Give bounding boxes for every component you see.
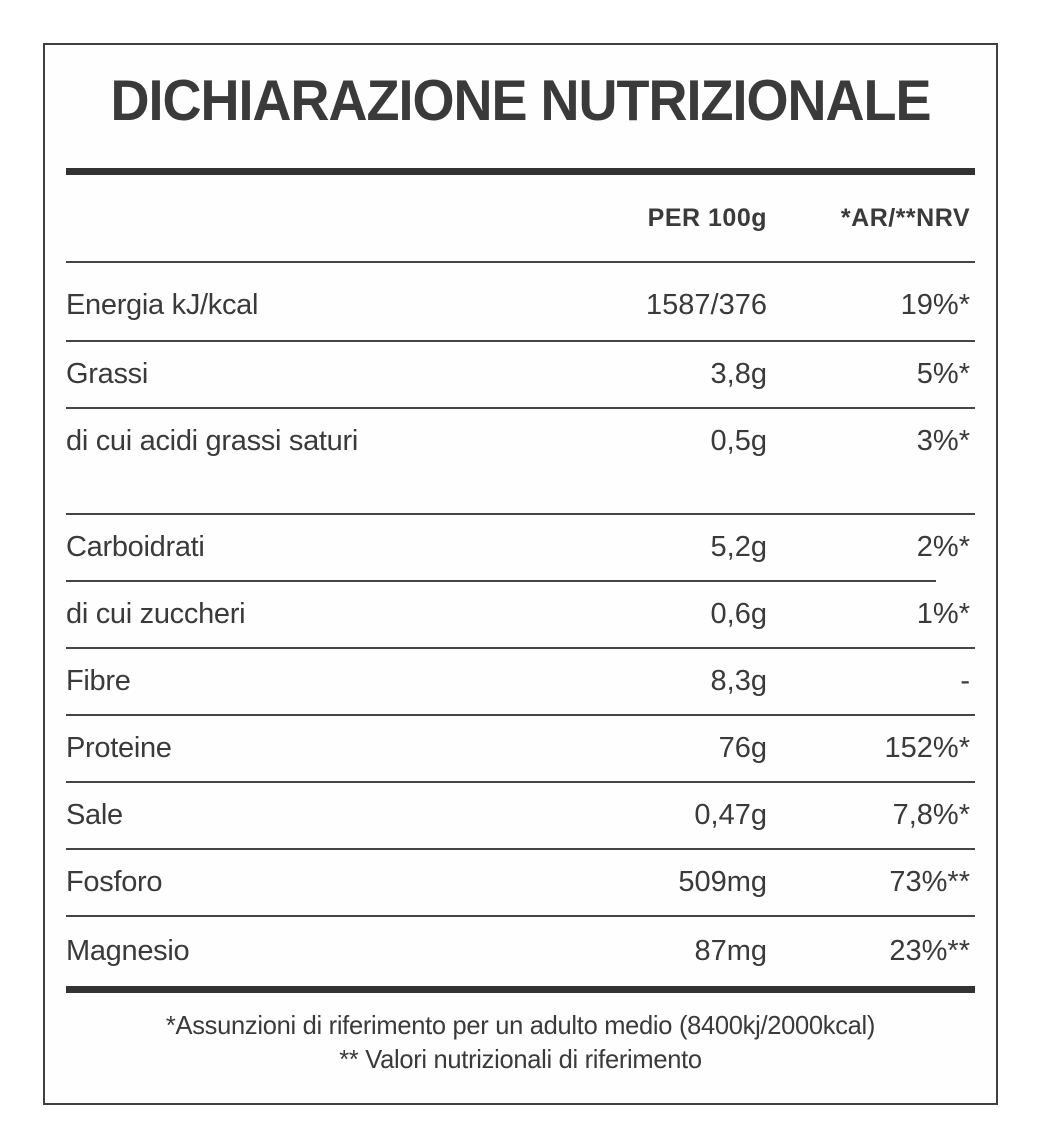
row-label: di cui acidi grassi saturi: [66, 425, 358, 457]
divider-thick-top: [66, 168, 975, 175]
row-separator: [66, 714, 975, 716]
row-value-per100g: 5,2g: [710, 531, 767, 563]
table-row-energia: Energia kJ/kcal 1587/376 19%*: [66, 263, 975, 340]
row-value-nrv: 1%*: [916, 598, 970, 630]
row-separator: [66, 513, 975, 515]
row-value-per100g: 1587/376: [646, 289, 767, 321]
row-value-nrv: 73%**: [889, 866, 970, 898]
table-row-fibre: Fibre 8,3g -: [66, 649, 975, 714]
row-label: Sale: [66, 799, 123, 831]
row-label: Carboidrati: [66, 531, 205, 563]
row-value-per100g: 0,47g: [694, 799, 767, 831]
row-value-nrv: 23%**: [889, 935, 970, 967]
row-value-nrv: 152%*: [884, 732, 970, 764]
table-row-magnesio: Magnesio 87mg 23%**: [66, 917, 975, 986]
title-area: DICHIARAZIONE NUTRIZIONALE: [66, 45, 975, 168]
row-value-per100g: 76g: [718, 732, 767, 764]
row-separator-short: [66, 580, 936, 582]
row-label: Proteine: [66, 732, 172, 764]
footnote-reference-intake: *Assunzioni di riferimento per un adulto…: [165, 1010, 876, 1040]
footnotes: *Assunzioni di riferimento per un adulto…: [66, 993, 975, 1109]
nutrition-label-panel: DICHIARAZIONE NUTRIZIONALE PER 100g *AR/…: [43, 43, 998, 1105]
column-header-per-100g: PER 100g: [647, 203, 767, 232]
row-value-per100g: 87mg: [694, 935, 767, 967]
row-label: Fibre: [66, 665, 131, 697]
row-value-per100g: 0,6g: [710, 598, 767, 630]
row-separator: [66, 647, 975, 649]
row-value-per100g: 3,8g: [710, 358, 767, 390]
row-separator: [66, 915, 975, 917]
row-separator: [66, 340, 975, 342]
table-row-fosforo: Fosforo 509mg 73%**: [66, 850, 975, 915]
row-separator: [66, 781, 975, 783]
row-label: Fosforo: [66, 866, 163, 898]
divider-thick-bottom: [66, 986, 975, 993]
row-label: di cui zuccheri: [66, 598, 246, 630]
row-separator: [66, 261, 975, 263]
table-row-sale: Sale 0,47g 7,8%*: [66, 783, 975, 848]
footnote-nrv: ** Valori nutrizionali di riferimento: [339, 1044, 702, 1074]
table-row-proteine: Proteine 76g 152%*: [66, 716, 975, 781]
row-value-per100g: 8,3g: [710, 665, 767, 697]
row-value-nrv: 3%*: [916, 425, 970, 457]
row-separator: [66, 848, 975, 850]
column-header-ar-nrv: *AR/**NRV: [840, 203, 970, 232]
row-value-per100g: 509mg: [678, 866, 767, 898]
table-header: PER 100g *AR/**NRV: [66, 175, 975, 261]
row-label: Magnesio: [66, 935, 190, 967]
row-label: Energia kJ/kcal: [66, 289, 259, 321]
row-label: Grassi: [66, 358, 148, 390]
row-separator: [66, 407, 975, 409]
table-row-carboidrati: Carboidrati 5,2g 2%*: [66, 515, 975, 580]
table-row-grassi-saturi: di cui acidi grassi saturi 0,5g 3%*: [66, 409, 975, 513]
row-value-nrv: -: [960, 665, 970, 697]
table-row-zuccheri: di cui zuccheri 0,6g 1%*: [66, 582, 975, 647]
row-value-nrv: 19%*: [900, 289, 970, 321]
row-value-nrv: 2%*: [916, 531, 970, 563]
row-value-nrv: 7,8%*: [892, 799, 970, 831]
table-row-grassi: Grassi 3,8g 5%*: [66, 342, 975, 407]
row-value-per100g: 0,5g: [710, 425, 767, 457]
page-title: DICHIARAZIONE NUTRIZIONALE: [110, 68, 932, 133]
row-value-nrv: 5%*: [916, 358, 970, 390]
